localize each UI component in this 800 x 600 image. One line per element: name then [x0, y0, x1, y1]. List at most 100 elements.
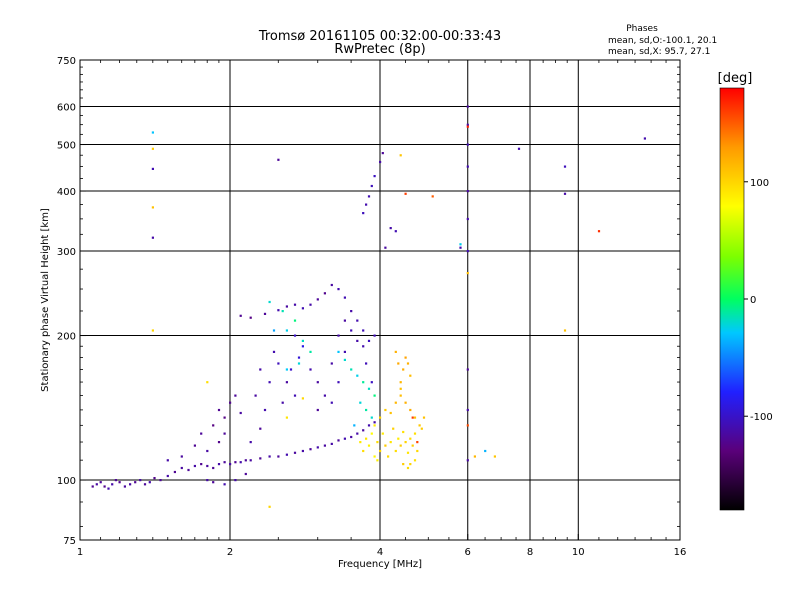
- data-point-s2-14: [411, 444, 414, 447]
- data-point-s2-16: [367, 444, 371, 447]
- data-point-s0-55: [217, 441, 221, 444]
- data-point-s0-78: [343, 350, 346, 353]
- data-point-s0-22: [206, 464, 209, 468]
- data-point-s2-25: [394, 401, 397, 404]
- data-point-s0-38: [316, 446, 319, 449]
- data-point-s1-2: [293, 319, 297, 322]
- data-point-s1-8: [337, 350, 340, 353]
- data-point-s2-19: [365, 437, 368, 440]
- x-tick-label-10: 10: [572, 547, 585, 558]
- data-point-s0-123: [384, 246, 387, 249]
- data-point-s2-27: [404, 401, 407, 404]
- data-point-s0-102: [356, 319, 359, 322]
- data-point-s0-29: [244, 459, 247, 462]
- data-point-s0-26: [229, 463, 232, 466]
- data-point-s0-128: [466, 165, 469, 168]
- data-point-s0-112: [234, 479, 237, 482]
- grid-lines: [80, 60, 680, 540]
- data-point-s1-20: [459, 243, 462, 246]
- data-point-s2-38: [418, 424, 421, 427]
- data-point-s2-54: [473, 455, 476, 458]
- data-point-s2-37: [399, 387, 402, 390]
- colorbar-tick-label-0: 0: [750, 295, 756, 306]
- data-point-s0-53: [239, 411, 242, 415]
- data-point-s2-58: [301, 397, 304, 400]
- data-point-s0-71: [309, 368, 312, 371]
- data-point-s0-31: [259, 457, 262, 460]
- data-point-s0-46: [367, 424, 371, 427]
- data-point-s0-12: [143, 483, 147, 486]
- data-point-s1-19: [151, 131, 154, 134]
- data-point-s1-21: [272, 329, 276, 332]
- axis-ticks: 1 2 4 6 8 10 16 75 100 200 300 400 500 600 750: [57, 56, 686, 558]
- data-point-s0-127: [466, 190, 469, 193]
- colorbar-tick-label-100: 100: [750, 178, 769, 189]
- data-point-s2-18: [373, 424, 376, 427]
- colorbar-label: [deg]: [718, 71, 753, 86]
- data-point-s0-77: [330, 362, 333, 365]
- data-point-s0-75: [330, 401, 333, 404]
- data-point-s1-4: [301, 339, 304, 342]
- data-point-s0-37: [309, 448, 312, 451]
- data-point-s2-11: [404, 441, 407, 444]
- data-point-s2-36: [394, 350, 397, 353]
- data-point-s2-3: [384, 444, 387, 447]
- data-point-s1-17: [370, 416, 373, 419]
- data-point-s0-57: [259, 427, 262, 430]
- y-tick-label-500: 500: [57, 141, 76, 152]
- data-point-s0-94: [301, 307, 304, 310]
- data-point-s0-98: [330, 283, 333, 287]
- data-points: [91, 105, 646, 508]
- data-point-s0-87: [370, 381, 373, 384]
- x-tick-label-4: 4: [377, 547, 383, 558]
- x-tick-label-2: 2: [227, 547, 233, 558]
- data-point-s0-93: [293, 303, 297, 306]
- data-point-s0-100: [343, 296, 346, 299]
- data-point-s0-139: [151, 236, 154, 239]
- data-point-s0-74: [316, 408, 319, 412]
- data-point-s0-132: [466, 368, 469, 371]
- data-point-s1-9: [343, 358, 346, 361]
- data-point-s0-40: [330, 442, 333, 445]
- data-point-s2-48: [151, 147, 154, 150]
- data-point-s0-115: [365, 203, 368, 206]
- data-point-s1-7: [285, 368, 288, 371]
- data-point-s3-6: [416, 441, 419, 444]
- data-point-s1-5: [309, 350, 312, 353]
- data-point-s0-99: [337, 288, 340, 291]
- data-point-s0-67: [289, 368, 293, 371]
- data-point-s0-68: [297, 356, 301, 359]
- chart-title: Tromsø 20161105 00:32:00-00:33:43: [258, 29, 501, 44]
- data-point-s0-121: [389, 227, 392, 230]
- data-point-s0-30: [249, 459, 252, 462]
- chart-subtitle: RwPretec (8p): [334, 42, 425, 57]
- data-point-s1-1: [281, 310, 284, 313]
- y-tick-label-600: 600: [57, 103, 76, 114]
- data-point-s0-134: [466, 459, 469, 462]
- data-point-s0-97: [323, 292, 326, 295]
- x-tick-label-16: 16: [674, 547, 687, 558]
- data-point-s2-31: [402, 368, 405, 371]
- data-point-s1-16: [365, 408, 368, 412]
- data-point-s0-108: [200, 432, 203, 435]
- data-point-s0-110: [212, 481, 215, 484]
- data-point-s3-1: [466, 125, 469, 128]
- x-tick-label-1: 1: [77, 547, 83, 558]
- data-point-s0-125: [466, 250, 469, 253]
- data-point-s0-88: [239, 314, 242, 317]
- data-point-s2-2: [381, 432, 384, 435]
- data-point-s1-3: [285, 329, 288, 332]
- data-point-s1-18: [484, 449, 487, 453]
- data-point-s0-1: [95, 483, 98, 486]
- y-tick-label-75: 75: [63, 536, 76, 547]
- data-point-s1-0: [268, 300, 271, 304]
- data-point-s1-13: [367, 387, 371, 390]
- data-point-s0-3: [103, 485, 106, 488]
- phases-mean-x: mean, sd,X: 95.7, 27.1: [608, 47, 710, 57]
- data-point-s0-95: [309, 303, 312, 306]
- data-point-s1-11: [356, 374, 359, 377]
- data-point-s0-56: [249, 441, 252, 444]
- data-point-s2-0: [376, 441, 379, 444]
- data-point-s0-21: [200, 463, 203, 466]
